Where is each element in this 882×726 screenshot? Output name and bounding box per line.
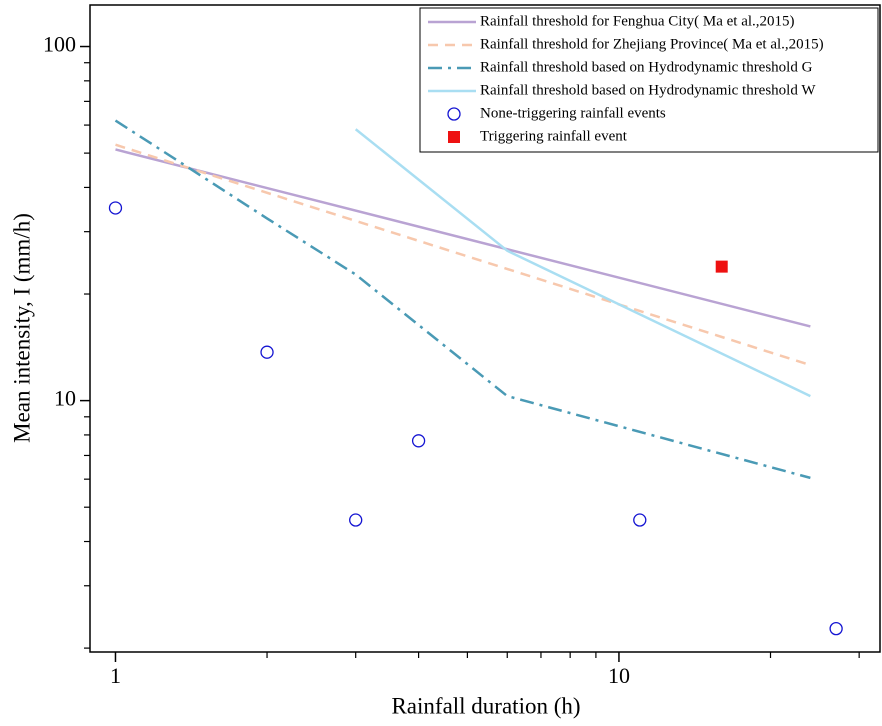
point	[715, 260, 728, 273]
legend-marker	[447, 107, 461, 121]
legend-label: Rainfall threshold for Zhejiang Province…	[480, 36, 824, 52]
y-axis-label: Mean intensity, I (mm/h)	[9, 213, 34, 443]
line	[115, 143, 811, 367]
plot-frame	[89, 4, 881, 653]
legend-box	[419, 7, 879, 153]
x-tick-label: 1	[110, 663, 121, 688]
point	[633, 513, 647, 527]
x-axis-label: Rainfall duration (h)	[391, 693, 580, 718]
line	[115, 148, 811, 328]
point	[260, 345, 274, 359]
x-tick-label: 10	[608, 663, 630, 688]
y-tick-label: 10	[54, 386, 76, 411]
legend-label: Rainfall threshold based on Hydrodynamic…	[480, 82, 816, 98]
point	[829, 621, 843, 636]
line	[354, 128, 811, 398]
point	[349, 513, 363, 527]
legend-label: Rainfall threshold for Fenghua City( Ma …	[480, 13, 795, 29]
legend-marker	[448, 131, 460, 143]
point	[411, 434, 426, 448]
legend-label: Triggering rainfall event	[480, 128, 628, 144]
line	[114, 119, 811, 480]
y-tick-label: 100	[43, 32, 76, 57]
legend-label: None-triggering rainfall events	[480, 105, 666, 121]
legend-label: Rainfall threshold based on Hydrodynamic…	[480, 59, 813, 75]
point	[108, 201, 123, 215]
